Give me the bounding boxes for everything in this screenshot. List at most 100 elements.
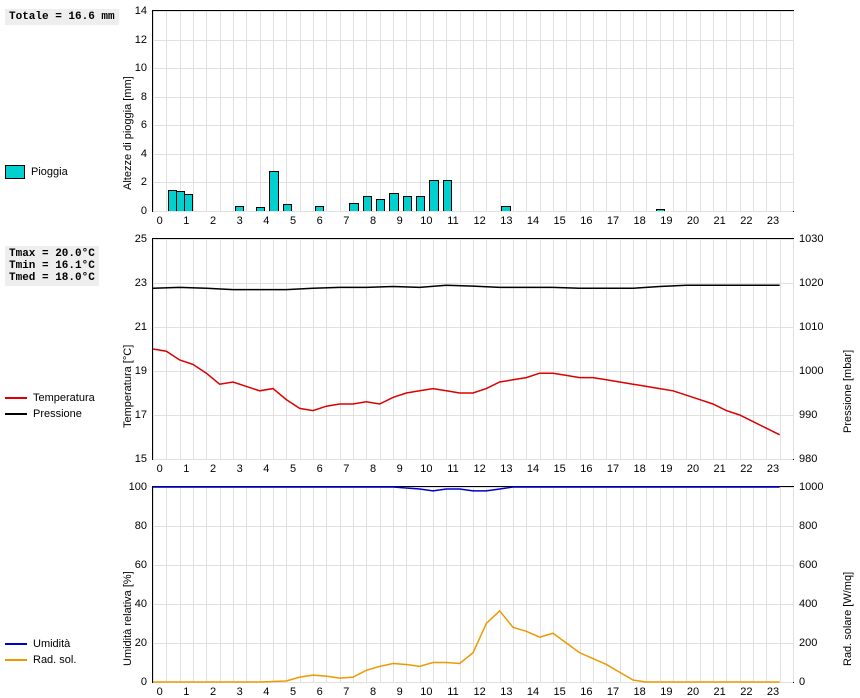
rain-bar [656,209,665,211]
x-tick-label: 10 [420,686,432,698]
x-tick-label: 17 [607,463,619,475]
legend-hum-label: Umidità [33,638,70,650]
rain-bar [235,206,244,211]
y-tick-label: 6 [141,119,147,131]
x-tick-label: 14 [527,686,539,698]
x-tick-label: 1 [183,215,189,227]
x-tick-label: 20 [687,463,699,475]
y-tick-label: 19 [135,365,147,377]
y-tick-label: 15 [135,453,147,465]
y-tick-label: 0 [141,676,147,688]
rain-total-info: Totale = 16.6 mm [5,9,119,25]
press-y-title: Pressione [mbar] [842,350,854,433]
rad-y-title: Rad. solare [W/mq] [842,572,854,666]
x-tick-label: 22 [740,686,752,698]
x-tick-label: 7 [343,463,349,475]
x-tick-label: 14 [527,463,539,475]
y-tick-label: 12 [135,34,147,46]
rain-bar [389,193,398,211]
x-tick-label: 7 [343,215,349,227]
y-tick-label-right: 1000 [799,481,823,493]
y-tick-label-right: 400 [799,598,817,610]
x-tick-label: 11 [447,686,458,698]
legend-rad: Rad. sol. [5,654,76,666]
x-tick-label: 5 [290,686,296,698]
x-tick-label: 11 [447,463,458,475]
legend-rain: Pioggia [5,165,68,179]
rain-bar [403,196,412,211]
rain-bar [256,207,265,211]
rain-bar [315,206,324,211]
y-tick-label-right: 1010 [799,321,823,333]
y-tick-label: 2 [141,176,147,188]
rain-bar [283,204,292,211]
x-tick-label: 10 [420,463,432,475]
rain-bar [429,180,438,211]
legend-rain-label: Pioggia [31,166,68,178]
x-tick-label: 6 [317,463,323,475]
y-tick-label: 0 [141,205,147,217]
x-tick-label: 12 [474,686,486,698]
x-tick-label: 5 [290,463,296,475]
rain-bar [501,206,510,211]
x-tick-label: 13 [500,686,512,698]
x-tick-label: 16 [580,215,592,227]
x-tick-label: 16 [580,686,592,698]
x-tick-label: 6 [317,686,323,698]
temp-y-title: Temperatura [°C] [122,345,134,428]
x-tick-label: 1 [183,686,189,698]
rad-line-swatch [5,659,27,661]
y-tick-label-right: 200 [799,637,817,649]
x-tick-label: 20 [687,215,699,227]
x-tick-label: 21 [714,215,726,227]
rain-bar [184,194,193,211]
x-tick-label: 15 [554,463,566,475]
x-tick-label: 19 [660,686,672,698]
x-tick-label: 5 [290,215,296,227]
y-tick-label: 17 [135,409,147,421]
hum-y-title: Umidità relativa [%] [122,571,134,666]
x-tick-label: 22 [740,463,752,475]
x-tick-label: 16 [580,463,592,475]
temp-line-swatch [5,397,27,399]
x-tick-label: 13 [500,215,512,227]
y-tick-label-right: 990 [799,409,817,421]
x-tick-label: 2 [210,686,216,698]
press-line-swatch [5,413,27,415]
hum-plot: 0204060801000200400600800100001234567891… [152,486,794,683]
x-tick-label: 15 [554,215,566,227]
x-tick-label: 2 [210,463,216,475]
y-tick-label: 8 [141,91,147,103]
x-tick-label: 8 [370,686,376,698]
rain-y-title: Altezze di pioggia [mm] [122,76,134,190]
y-tick-label: 10 [135,62,147,74]
x-tick-label: 19 [660,463,672,475]
x-tick-label: 9 [397,463,403,475]
x-tick-label: 14 [527,215,539,227]
temp-info: Tmax = 20.0°C Tmin = 16.1°C Tmed = 18.0°… [5,246,99,286]
x-tick-label: 23 [767,686,779,698]
y-tick-label-right: 800 [799,520,817,532]
y-tick-label: 14 [135,5,147,17]
y-tick-label: 20 [135,637,147,649]
y-tick-label-right: 1020 [799,277,823,289]
y-tick-label: 4 [141,148,147,160]
x-tick-label: 18 [634,686,646,698]
temp-plot: 1517192123259809901000101010201030012345… [152,238,794,460]
x-tick-label: 4 [263,686,269,698]
y-tick-label-right: 1000 [799,365,823,377]
x-tick-label: 2 [210,215,216,227]
legend-hum: Umidità [5,638,70,650]
x-tick-label: 4 [263,215,269,227]
rain-plot: 0246810121401234567891011121314151617181… [152,10,794,212]
x-tick-label: 10 [420,215,432,227]
y-tick-label-right: 980 [799,453,817,465]
rain-bar [349,203,358,211]
x-tick-label: 20 [687,686,699,698]
x-tick-label: 23 [767,215,779,227]
x-tick-label: 17 [607,215,619,227]
rain-bar [376,199,385,211]
x-tick-label: 19 [660,215,672,227]
y-tick-label: 23 [135,277,147,289]
x-tick-label: 9 [397,686,403,698]
